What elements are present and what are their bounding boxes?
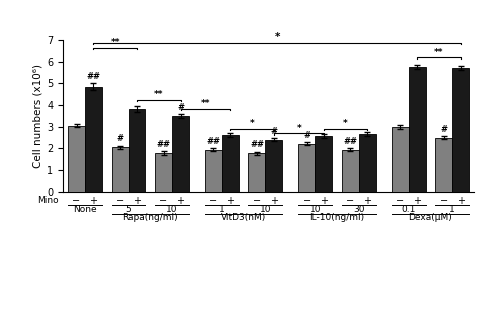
- Text: +: +: [457, 196, 465, 206]
- Text: #: #: [271, 127, 277, 136]
- Text: 10: 10: [166, 205, 178, 214]
- Text: +: +: [133, 196, 141, 206]
- Text: ##: ##: [343, 137, 357, 146]
- Text: **: **: [154, 90, 164, 99]
- Text: #: #: [177, 103, 184, 112]
- Text: 10: 10: [260, 205, 271, 214]
- Text: 1: 1: [449, 205, 455, 214]
- Text: #: #: [117, 134, 123, 143]
- Text: 0.1: 0.1: [402, 205, 416, 214]
- Text: −: −: [210, 196, 217, 206]
- Text: 10: 10: [310, 205, 321, 214]
- Bar: [359, 133, 376, 192]
- Text: None: None: [73, 205, 97, 214]
- Text: −: −: [253, 196, 261, 206]
- Bar: [315, 136, 333, 192]
- Bar: [342, 150, 359, 192]
- Bar: [85, 87, 102, 192]
- Text: **: **: [110, 38, 120, 47]
- Text: −: −: [346, 196, 354, 206]
- Text: −: −: [160, 196, 167, 206]
- Text: +: +: [413, 196, 421, 206]
- Text: *: *: [274, 32, 280, 42]
- Bar: [205, 150, 222, 192]
- Text: 30: 30: [353, 205, 364, 214]
- Bar: [129, 109, 146, 192]
- Text: ##: ##: [156, 140, 170, 149]
- Text: Dexa(μM): Dexa(μM): [408, 214, 453, 222]
- Text: −: −: [73, 196, 80, 206]
- Y-axis label: Cell numbers (x10⁶): Cell numbers (x10⁶): [33, 64, 43, 168]
- Bar: [248, 153, 265, 192]
- Text: +: +: [320, 196, 328, 206]
- Text: Rapa(ng/ml): Rapa(ng/ml): [122, 214, 178, 222]
- Text: +: +: [90, 196, 97, 206]
- Text: #: #: [440, 125, 447, 133]
- Text: ##: ##: [87, 72, 101, 81]
- Text: 5: 5: [126, 205, 131, 214]
- Text: *: *: [250, 119, 255, 128]
- Text: +: +: [363, 196, 371, 206]
- Text: **: **: [201, 99, 210, 108]
- Text: 1: 1: [219, 205, 225, 214]
- Text: *: *: [343, 119, 348, 128]
- Text: *: *: [297, 124, 301, 133]
- Bar: [222, 135, 239, 192]
- Text: VitD3(nM): VitD3(nM): [221, 214, 266, 222]
- Text: #: #: [303, 131, 310, 140]
- Text: +: +: [227, 196, 234, 206]
- Bar: [172, 116, 189, 192]
- Bar: [155, 153, 172, 192]
- Text: −: −: [396, 196, 404, 206]
- Bar: [408, 67, 426, 192]
- Bar: [68, 126, 85, 192]
- Text: ##: ##: [250, 140, 264, 149]
- Bar: [298, 144, 315, 192]
- Bar: [435, 138, 452, 192]
- Bar: [265, 140, 283, 192]
- Text: IL-10(ng/ml): IL-10(ng/ml): [310, 214, 364, 222]
- Text: −: −: [116, 196, 124, 206]
- Bar: [111, 147, 129, 192]
- Bar: [452, 68, 469, 192]
- Bar: [392, 127, 408, 192]
- Text: −: −: [303, 196, 311, 206]
- Text: **: **: [434, 48, 444, 57]
- Text: ##: ##: [207, 137, 220, 146]
- Text: +: +: [270, 196, 278, 206]
- Text: −: −: [439, 196, 448, 206]
- Text: +: +: [177, 196, 184, 206]
- Text: Mino: Mino: [37, 196, 59, 205]
